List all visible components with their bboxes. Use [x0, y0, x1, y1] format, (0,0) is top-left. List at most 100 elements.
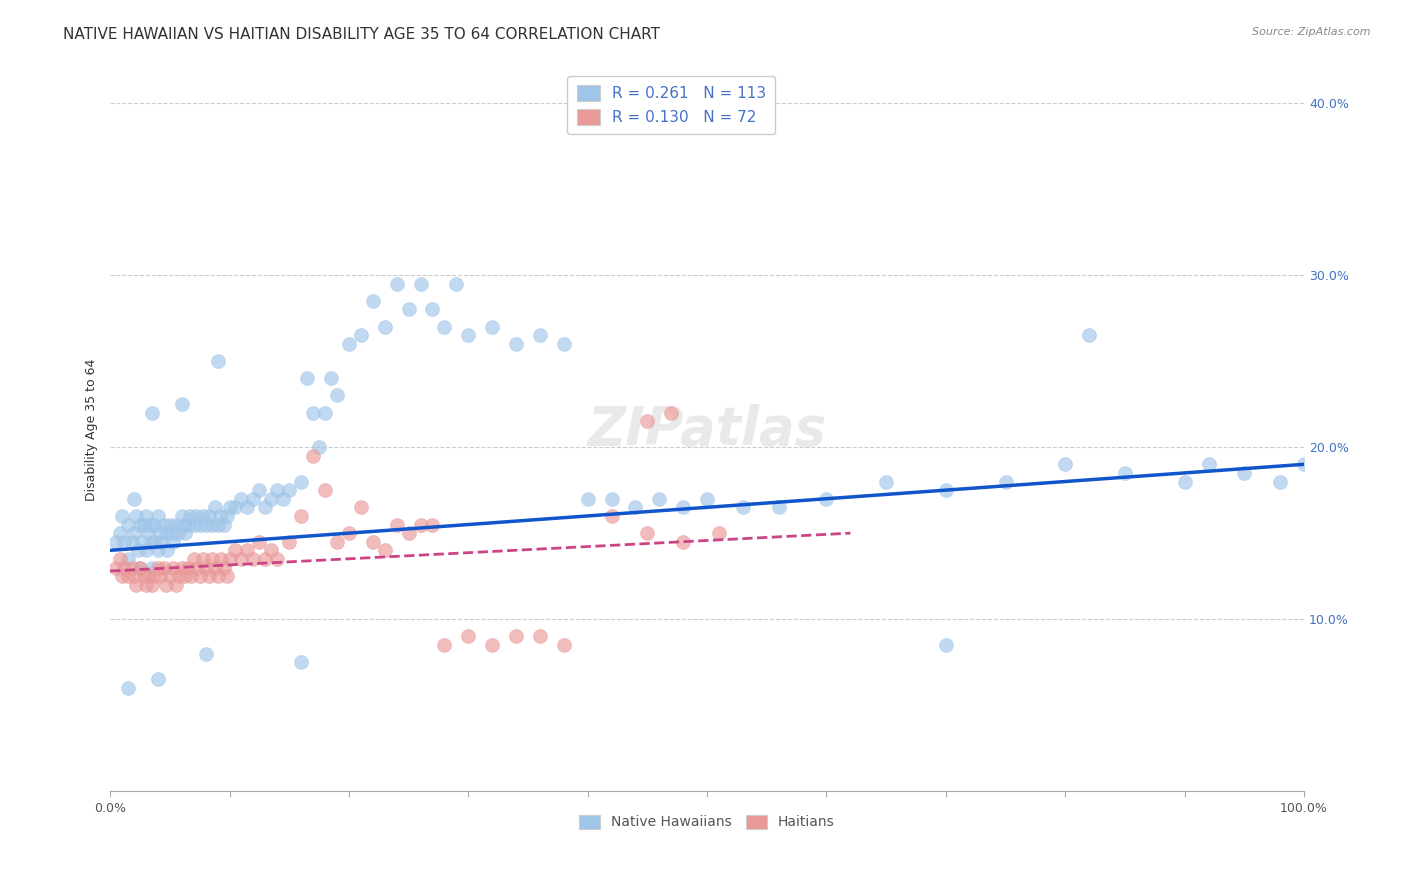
Point	[146, 673, 169, 687]
Point	[208, 508, 231, 523]
Point	[180, 569, 202, 583]
Point	[295, 371, 318, 385]
Point	[302, 449, 325, 463]
Point	[217, 569, 239, 583]
Point	[156, 543, 179, 558]
Point	[350, 500, 373, 515]
Point	[153, 517, 176, 532]
Point	[217, 508, 239, 523]
Point	[141, 406, 163, 420]
Point	[170, 508, 193, 523]
Point	[170, 397, 193, 411]
Point	[481, 319, 503, 334]
Text: Source: ZipAtlas.com: Source: ZipAtlas.com	[1253, 27, 1371, 37]
Point	[576, 491, 599, 506]
Point	[198, 569, 221, 583]
Point	[247, 534, 270, 549]
Point	[207, 569, 229, 583]
Point	[129, 560, 152, 574]
Point	[260, 543, 283, 558]
Point	[184, 508, 207, 523]
Point	[114, 534, 136, 549]
Point	[162, 534, 184, 549]
Point	[122, 526, 145, 541]
Point	[122, 491, 145, 506]
Point	[183, 517, 205, 532]
Point	[212, 517, 235, 532]
Point	[207, 354, 229, 368]
Point	[231, 552, 253, 566]
Point	[117, 517, 139, 532]
Point	[1294, 458, 1316, 472]
Point	[409, 517, 432, 532]
Point	[141, 534, 163, 549]
Point	[125, 578, 148, 592]
Point	[446, 277, 468, 291]
Point	[121, 560, 143, 574]
Point	[173, 517, 195, 532]
Legend: Native Hawaiians, Haitians: Native Hawaiians, Haitians	[574, 809, 841, 835]
Point	[129, 517, 152, 532]
Point	[200, 552, 222, 566]
Point	[149, 569, 172, 583]
Point	[236, 500, 259, 515]
Point	[242, 491, 264, 506]
Point	[146, 543, 169, 558]
Point	[529, 328, 551, 343]
Point	[374, 319, 396, 334]
Point	[108, 552, 131, 566]
Point	[553, 336, 575, 351]
Point	[409, 277, 432, 291]
Point	[314, 483, 336, 497]
Point	[266, 552, 288, 566]
Point	[260, 491, 283, 506]
Point	[131, 534, 153, 549]
Point	[111, 508, 134, 523]
Point	[308, 440, 330, 454]
Point	[165, 517, 187, 532]
Point	[636, 526, 658, 541]
Point	[224, 500, 246, 515]
Point	[141, 578, 163, 592]
Point	[160, 526, 183, 541]
Point	[186, 560, 208, 574]
Point	[319, 371, 342, 385]
Point	[935, 483, 957, 497]
Point	[141, 560, 163, 574]
Point	[132, 517, 155, 532]
Point	[815, 491, 838, 506]
Point	[672, 534, 695, 549]
Point	[204, 500, 226, 515]
Point	[994, 475, 1017, 489]
Point	[398, 302, 420, 317]
Point	[108, 526, 131, 541]
Point	[278, 534, 301, 549]
Point	[290, 475, 312, 489]
Point	[659, 406, 682, 420]
Point	[218, 500, 240, 515]
Point	[242, 552, 264, 566]
Point	[271, 491, 294, 506]
Point	[155, 578, 177, 592]
Point	[153, 560, 176, 574]
Point	[114, 560, 136, 574]
Point	[935, 638, 957, 652]
Point	[117, 552, 139, 566]
Point	[167, 526, 190, 541]
Point	[398, 526, 420, 541]
Point	[768, 500, 790, 515]
Point	[212, 560, 235, 574]
Point	[194, 647, 217, 661]
Point	[636, 414, 658, 428]
Point	[302, 406, 325, 420]
Point	[1233, 466, 1256, 480]
Point	[1198, 458, 1220, 472]
Point	[1114, 466, 1136, 480]
Point	[174, 526, 197, 541]
Point	[138, 517, 160, 532]
Point	[150, 534, 173, 549]
Point	[209, 552, 232, 566]
Point	[183, 552, 205, 566]
Point	[529, 629, 551, 643]
Point	[218, 552, 240, 566]
